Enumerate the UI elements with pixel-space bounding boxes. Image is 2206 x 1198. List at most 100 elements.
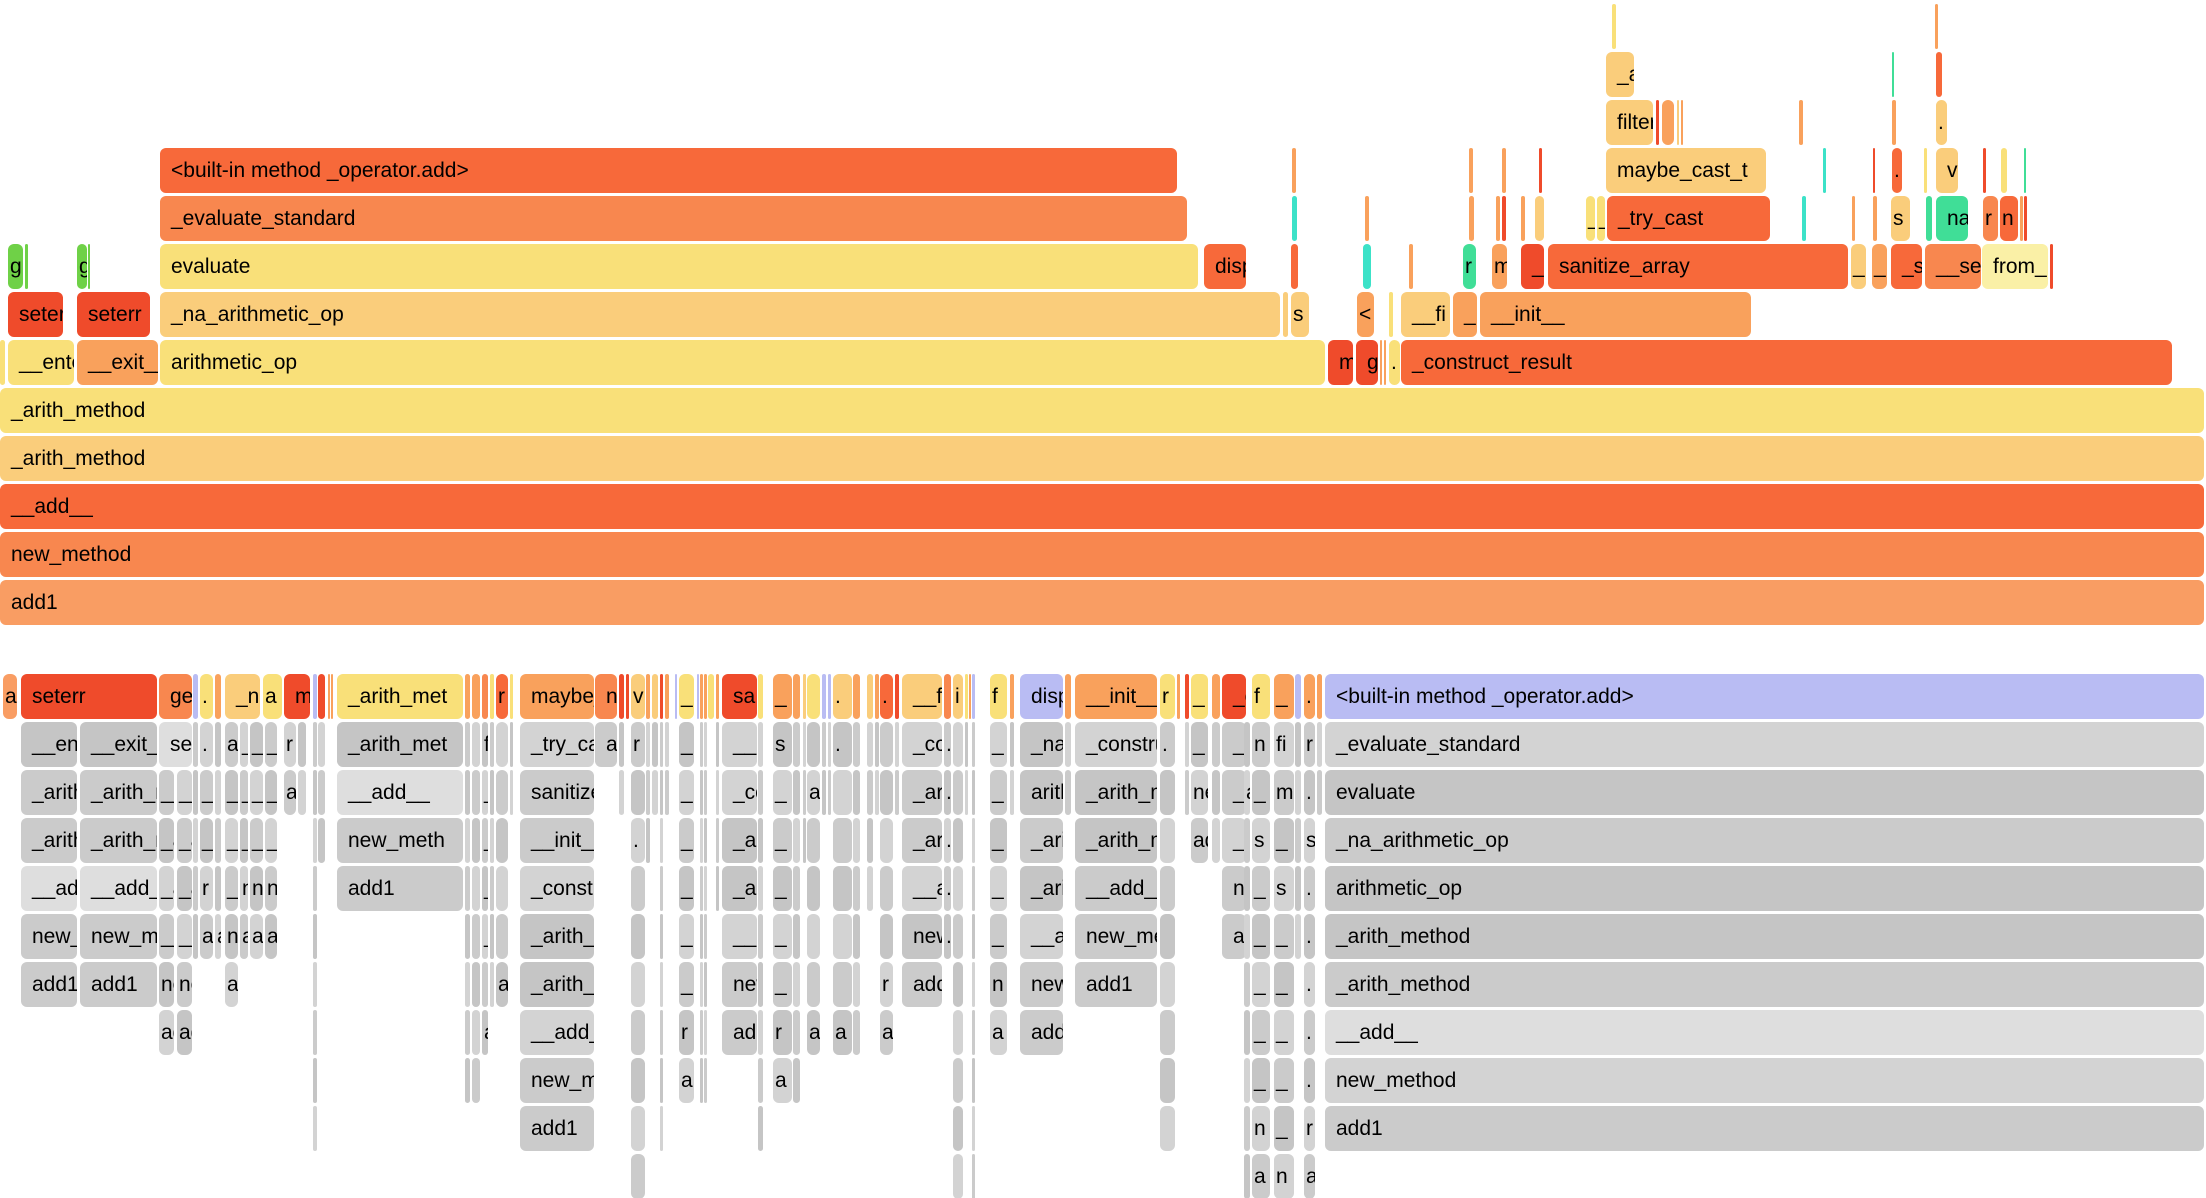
flame-frame[interactable]	[1799, 100, 1803, 145]
caller-frame[interactable]: a	[773, 1058, 792, 1103]
caller-frame[interactable]: _evaluate_standard	[1325, 722, 2204, 767]
leaf-frame[interactable]	[626, 674, 629, 719]
caller-frame[interactable]: _arith_method	[1325, 962, 2204, 1007]
caller-frame[interactable]	[716, 866, 719, 911]
leaf-frame[interactable]	[697, 674, 699, 719]
caller-frame[interactable]: s	[1304, 818, 1315, 863]
caller-frame[interactable]: sanitize_array	[520, 770, 594, 815]
flame-frame[interactable]: _arith_method	[0, 436, 2204, 481]
flame-frame[interactable]: seterr	[77, 292, 150, 337]
caller-frame[interactable]	[953, 1058, 963, 1103]
flame-frame[interactable]: .	[1936, 100, 1947, 145]
caller-frame[interactable]: .	[1304, 1058, 1315, 1103]
leaf-frame[interactable]: _	[679, 674, 694, 719]
caller-frame[interactable]	[193, 914, 198, 959]
caller-frame[interactable]: _arith_method	[250, 770, 263, 815]
leaf-frame[interactable]: <built-in method _operator.add>	[1325, 674, 2204, 719]
caller-frame[interactable]: a	[1252, 1154, 1270, 1198]
caller-frame[interactable]	[631, 962, 645, 1007]
leaf-frame[interactable]	[328, 674, 330, 719]
caller-frame[interactable]: add1	[337, 866, 463, 911]
leaf-frame[interactable]: a	[263, 674, 282, 719]
caller-frame[interactable]: add1	[159, 1010, 174, 1055]
caller-frame[interactable]: _	[990, 770, 1007, 815]
caller-frame[interactable]	[716, 770, 719, 815]
caller-frame[interactable]	[1244, 914, 1250, 959]
flame-frame[interactable]: _construct_result	[1401, 340, 2172, 385]
leaf-frame[interactable]: _	[773, 674, 792, 719]
caller-frame[interactable]: _arith_method	[177, 866, 192, 911]
flame-frame[interactable]: __enter__	[8, 340, 74, 385]
flame-frame[interactable]: s	[1291, 292, 1309, 337]
caller-frame[interactable]	[953, 962, 963, 1007]
caller-frame[interactable]	[646, 722, 650, 767]
flame-frame[interactable]: g	[1356, 340, 1378, 385]
caller-frame[interactable]	[660, 914, 663, 959]
flame-frame[interactable]	[1384, 340, 1386, 385]
caller-frame[interactable]: n	[240, 866, 248, 911]
caller-frame[interactable]: seterr	[159, 722, 192, 767]
caller-frame[interactable]: .	[944, 818, 951, 863]
caller-frame[interactable]: add1	[1075, 962, 1157, 1007]
caller-frame[interactable]	[646, 770, 650, 815]
flame-frame[interactable]: g	[77, 244, 87, 289]
caller-frame[interactable]	[700, 914, 703, 959]
leaf-frame[interactable]: f	[1252, 674, 1270, 719]
leaf-frame[interactable]	[1185, 674, 1189, 719]
caller-frame[interactable]	[758, 962, 763, 1007]
caller-frame[interactable]	[704, 722, 707, 767]
caller-frame[interactable]: __init__	[722, 722, 757, 767]
caller-frame[interactable]: _arith_method	[1325, 914, 2204, 959]
flame-frame[interactable]	[1823, 148, 1826, 193]
caller-frame[interactable]: _	[990, 866, 1007, 911]
caller-frame[interactable]: a	[496, 962, 508, 1007]
caller-frame[interactable]	[828, 722, 831, 767]
leaf-frame[interactable]	[1212, 674, 1220, 719]
caller-frame[interactable]: .	[1160, 722, 1175, 767]
flame-frame[interactable]	[1502, 148, 1506, 193]
caller-frame[interactable]	[665, 722, 669, 767]
caller-frame[interactable]: add1	[1222, 914, 1246, 959]
caller-frame[interactable]: .	[1304, 962, 1315, 1007]
caller-frame[interactable]: _	[1252, 914, 1270, 959]
caller-frame[interactable]: __enter__	[159, 770, 174, 815]
caller-frame[interactable]: __add__	[250, 818, 263, 863]
flame-frame[interactable]	[2024, 148, 2026, 193]
caller-frame[interactable]: __add__	[1222, 818, 1246, 863]
caller-frame[interactable]: n	[1274, 1154, 1294, 1198]
leaf-frame[interactable]	[510, 674, 513, 719]
caller-frame[interactable]	[631, 770, 645, 815]
leaf-frame[interactable]	[1177, 674, 1180, 719]
caller-frame[interactable]: _arith_method	[21, 818, 77, 863]
flame-frame[interactable]: m	[1328, 340, 1353, 385]
caller-frame[interactable]: _	[265, 770, 277, 815]
leaf-frame[interactable]: .	[200, 674, 213, 719]
caller-frame[interactable]: _	[200, 818, 213, 863]
caller-frame[interactable]: _	[773, 818, 792, 863]
caller-frame[interactable]: _	[265, 722, 277, 767]
flame-frame[interactable]: _evaluate_standard	[160, 196, 1187, 241]
caller-frame[interactable]: _	[200, 770, 213, 815]
caller-frame[interactable]	[793, 866, 800, 911]
flame-frame[interactable]	[1802, 196, 1806, 241]
flame-frame[interactable]: .	[1892, 148, 1902, 193]
caller-frame[interactable]	[853, 914, 860, 959]
caller-frame[interactable]	[665, 770, 669, 815]
caller-frame[interactable]: _arith_method	[722, 866, 757, 911]
leaf-frame[interactable]	[482, 674, 488, 719]
caller-frame[interactable]: a	[833, 1010, 852, 1055]
caller-frame[interactable]	[313, 1058, 317, 1103]
caller-frame[interactable]: _	[773, 866, 792, 911]
flame-frame[interactable]: arithmetic_op	[160, 340, 1325, 385]
caller-frame[interactable]: _	[1274, 962, 1294, 1007]
caller-frame[interactable]: new_meth	[902, 914, 942, 959]
leaf-frame[interactable]	[895, 674, 899, 719]
caller-frame[interactable]: new_method	[250, 866, 263, 911]
caller-frame[interactable]	[472, 914, 480, 959]
caller-frame[interactable]: __add__	[902, 866, 942, 911]
caller-frame[interactable]	[953, 770, 963, 815]
caller-frame[interactable]	[953, 914, 963, 959]
flame-frame[interactable]	[1612, 4, 1616, 49]
flame-frame[interactable]: va	[1936, 148, 1958, 193]
caller-frame[interactable]	[953, 866, 963, 911]
